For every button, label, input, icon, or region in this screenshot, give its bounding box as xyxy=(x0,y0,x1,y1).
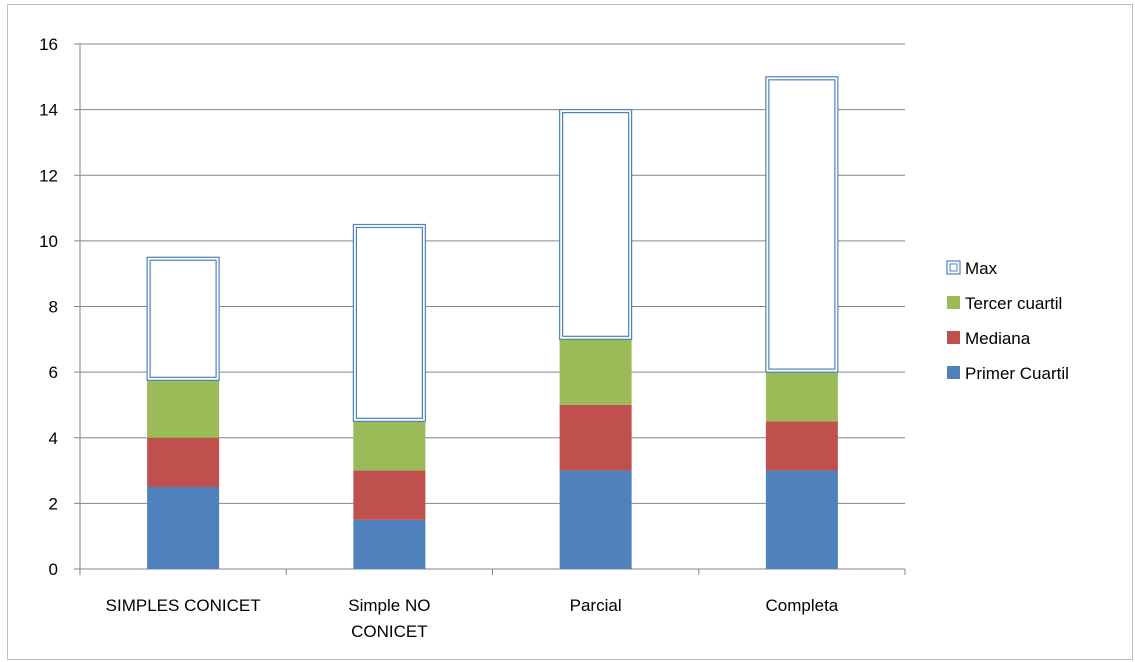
bar-max xyxy=(765,76,839,373)
bar-primer-cuartil xyxy=(559,470,632,569)
legend-label: Mediana xyxy=(965,329,1031,348)
bar-max-inner xyxy=(149,259,217,378)
bar-mediana xyxy=(765,421,838,471)
y-tick-label: 0 xyxy=(49,560,58,579)
bar-tercer-cuartil xyxy=(559,339,632,405)
bar-max xyxy=(352,223,426,422)
x-category-label: Parcial xyxy=(570,596,622,615)
bar-max-inner xyxy=(768,79,836,370)
bar-tercer-cuartil xyxy=(147,380,220,438)
bar-max xyxy=(559,109,633,340)
y-tick-label: 2 xyxy=(49,494,58,513)
y-tick-label: 4 xyxy=(49,429,58,448)
bar-primer-cuartil xyxy=(353,519,426,569)
y-tick-label: 6 xyxy=(49,363,58,382)
y-tick-label: 12 xyxy=(39,166,58,185)
legend-swatch-primer-cuartil xyxy=(947,366,960,379)
legend-swatch-tercer-cuartil xyxy=(947,296,960,309)
legend-swatch-max-inner xyxy=(949,263,958,272)
x-category-label: SIMPLES CONICET xyxy=(106,596,261,615)
bar-max-inner xyxy=(355,226,423,419)
legend-swatch-max xyxy=(946,260,961,275)
bar-mediana xyxy=(353,470,426,520)
bar-primer-cuartil xyxy=(147,486,220,569)
legend-label: Max xyxy=(965,259,998,278)
y-tick-label: 16 xyxy=(39,35,58,54)
y-tick-label: 10 xyxy=(39,232,58,251)
y-tick-label: 8 xyxy=(49,298,58,317)
legend-swatch-mediana xyxy=(947,331,960,344)
x-category-label: Simple NO xyxy=(348,596,430,615)
legend-label: Tercer cuartil xyxy=(965,294,1062,313)
x-category-label: CONICET xyxy=(351,622,428,641)
bar-tercer-cuartil xyxy=(765,372,838,422)
legend-label: Primer Cuartil xyxy=(965,364,1069,383)
bar-max-inner xyxy=(562,112,630,337)
bar-primer-cuartil xyxy=(765,470,838,569)
x-category-label: Completa xyxy=(765,596,838,615)
bar-mediana xyxy=(147,437,220,487)
bar-mediana xyxy=(559,404,632,471)
bar-tercer-cuartil xyxy=(353,421,426,471)
y-tick-label: 14 xyxy=(39,101,58,120)
bar-max xyxy=(146,256,220,381)
